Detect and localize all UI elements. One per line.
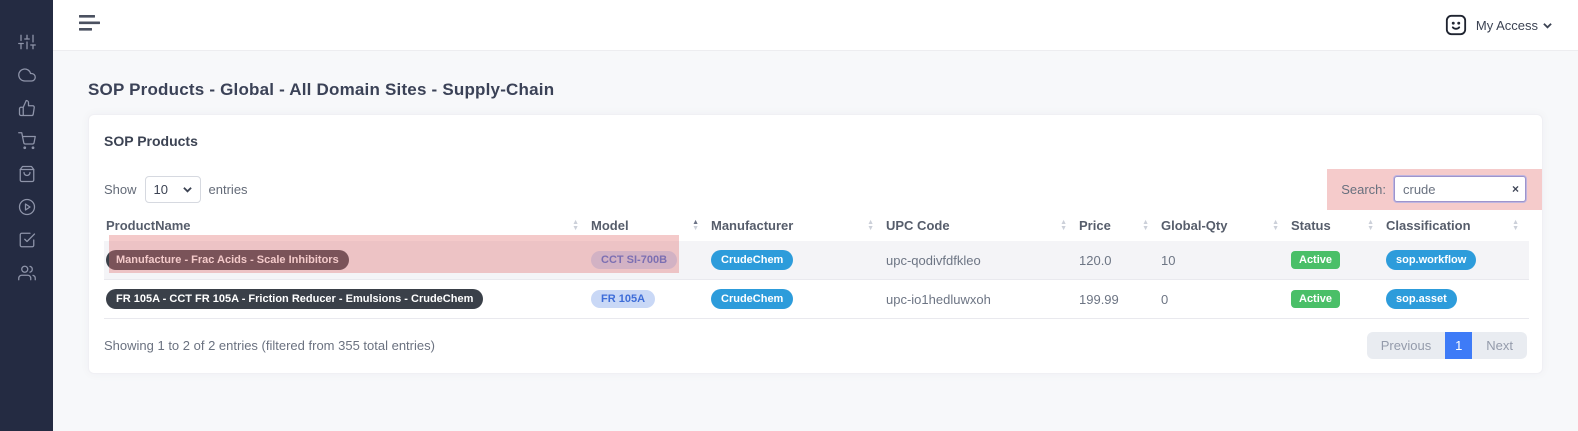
pagination: Previous 1 Next — [1366, 332, 1527, 359]
classification-badge: sop.workflow — [1386, 250, 1477, 270]
price-cell: 199.99 — [1079, 291, 1119, 307]
sop-products-table: ProductName ▲ ▼ Model ▲ ▼ Manufacturer ▲ ▼ UPC… — [104, 210, 1529, 319]
next-page-button[interactable]: Next — [1486, 338, 1513, 353]
global-qty-cell: 10 — [1161, 252, 1176, 268]
column-header-status[interactable]: Status ▲ ▼ — [1291, 218, 1374, 233]
card-title: SOP Products — [104, 133, 198, 149]
shopping-bag-icon[interactable] — [18, 165, 36, 183]
global-qty-cell: 0 — [1161, 291, 1169, 307]
column-header-global-qty[interactable]: Global-Qty ▲ ▼ — [1161, 218, 1279, 233]
cart-icon[interactable] — [17, 132, 36, 150]
search-label: Search: — [1341, 181, 1386, 197]
my-access-dropdown[interactable]: My Access — [1476, 18, 1552, 33]
cloud-icon[interactable] — [17, 66, 36, 84]
search-input[interactable] — [1394, 176, 1526, 202]
page-size-group: Show 10 entries — [104, 169, 248, 203]
product-name-badge: Manufacture - Frac Acids - Scale Inhibit… — [106, 250, 349, 270]
sidebar — [0, 0, 53, 431]
column-header-productname[interactable]: ProductName ▲ ▼ — [106, 218, 579, 233]
price-cell: 120.0 — [1079, 252, 1112, 268]
upc-code-cell: upc-io1hedluwxoh — [886, 291, 991, 307]
previous-page-button[interactable]: Previous — [1380, 338, 1432, 353]
column-header-manufacturer[interactable]: Manufacturer ▲ ▼ — [711, 218, 874, 233]
sort-icon: ▲ ▼ — [1060, 218, 1067, 232]
sort-icon: ▲ ▼ — [1367, 218, 1374, 232]
chevron-down-icon — [1543, 22, 1552, 29]
upc-code-cell: upc-qodivfdfkleo — [886, 252, 981, 268]
column-header-upc-code[interactable]: UPC Code ▲ ▼ — [886, 218, 1067, 233]
search-highlight-annotation: Search: × — [1327, 169, 1542, 210]
sort-icon: ▲ ▼ — [867, 218, 874, 232]
table-controls: Show 10 entries Search: × — [104, 169, 1542, 210]
menu-toggle-icon[interactable] — [79, 14, 101, 37]
page-number-button[interactable]: 1 — [1445, 332, 1473, 359]
sort-icon: ▲ ▼ — [1512, 218, 1519, 232]
product-name-badge: FR 105A - CCT FR 105A - Friction Reducer… — [106, 289, 484, 309]
page-size-select[interactable]: 10 — [144, 176, 201, 203]
model-badge: CCT SI-700B — [591, 251, 678, 269]
entries-label: entries — [208, 182, 248, 197]
sliders-icon[interactable] — [17, 33, 36, 51]
users-icon[interactable] — [17, 264, 36, 282]
page-size-value: 10 — [153, 182, 168, 197]
sop-products-card: SOP Products Show 10 entries Search: × — [88, 114, 1543, 374]
search-box: × — [1394, 176, 1526, 202]
check-square-icon[interactable] — [18, 231, 36, 249]
manufacturer-badge: CrudeChem — [711, 289, 794, 309]
sort-icon: ▲ ▼ — [1142, 218, 1149, 232]
model-badge: FR 105A — [591, 290, 656, 308]
entries-info: Showing 1 to 2 of 2 entries (filtered fr… — [104, 338, 435, 353]
table-footer: Showing 1 to 2 of 2 entries (filtered fr… — [104, 319, 1527, 373]
status-badge: Active — [1291, 290, 1341, 308]
main-content: SOP Products - Global - All Domain Sites… — [53, 51, 1578, 431]
column-header-classification[interactable]: Classification ▲ ▼ — [1386, 218, 1519, 233]
my-access-label: My Access — [1475, 17, 1538, 33]
table-row[interactable]: Manufacture - Frac Acids - Scale Inhibit… — [104, 241, 1529, 280]
show-label: Show — [104, 182, 137, 197]
topbar: My Access — [53, 0, 1578, 51]
play-circle-icon[interactable] — [18, 198, 36, 216]
status-badge: Active — [1291, 251, 1341, 269]
column-header-model[interactable]: Model ▲ ▼ — [591, 218, 699, 233]
page-title: SOP Products - Global - All Domain Sites… — [88, 80, 555, 99]
user-avatar-icon[interactable] — [1445, 14, 1467, 36]
chevron-down-icon — [182, 187, 192, 193]
table-row[interactable]: FR 105A - CCT FR 105A - Friction Reducer… — [104, 280, 1529, 319]
sort-icon: ▲ ▼ — [1272, 218, 1279, 232]
sort-icon: ▲ ▼ — [572, 218, 579, 232]
classification-badge: sop.asset — [1386, 289, 1457, 309]
table-header-row: ProductName ▲ ▼ Model ▲ ▼ Manufacturer ▲ ▼ UPC… — [104, 210, 1529, 241]
manufacturer-badge: CrudeChem — [711, 250, 794, 270]
column-header-price[interactable]: Price ▲ ▼ — [1079, 218, 1149, 233]
clear-search-icon[interactable]: × — [1511, 182, 1519, 196]
thumbs-up-icon[interactable] — [18, 99, 36, 117]
sort-icon: ▲ ▼ — [692, 218, 699, 232]
